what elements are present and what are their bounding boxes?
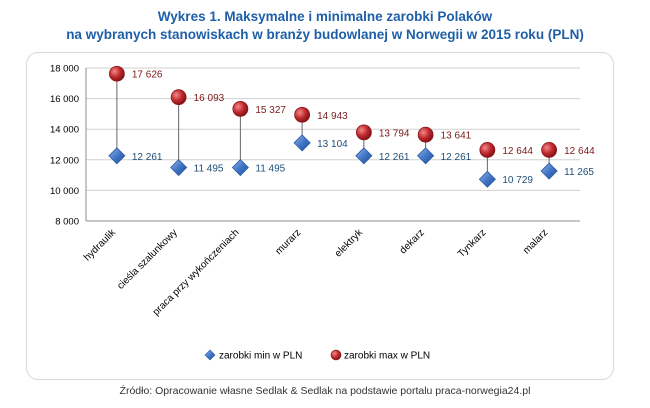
x-category-label: hydraulik [82,227,119,264]
min-point-marker [417,147,435,165]
min-point-marker [108,147,126,165]
min-data-label: 13 104 [317,139,348,150]
min-point-marker [231,158,249,177]
min-data-label: 11 495 [255,164,285,175]
x-category-label: dekarz [398,227,427,256]
y-tick-label: 18 000 [50,64,79,75]
legend-max-label: zarobki max w PLN [344,351,430,362]
y-tick-label: 10 000 [50,186,79,197]
max-data-label: 15 327 [255,105,286,116]
max-data-label: 12 644 [502,146,533,157]
max-point-marker [232,100,249,117]
y-tick-label: 14 000 [50,125,79,136]
max-point-marker [417,126,434,143]
legend-min-label: zarobki min w PLN [219,351,302,362]
y-tick-label: 8 000 [55,217,79,228]
min-data-label: 10 729 [502,175,533,186]
min-point-marker [293,134,311,152]
chart-title-line1: Wykres 1. Maksymalne i minimalne zarobki… [157,9,493,24]
max-point-marker [294,106,311,123]
max-data-label: 14 943 [317,111,348,122]
max-data-label: 13 641 [441,131,472,142]
max-data-label: 13 794 [379,128,410,139]
min-point-marker [355,147,373,165]
max-point-marker [170,89,187,106]
chart-frame [26,52,614,380]
max-point-marker [108,65,125,82]
y-tick-label: 12 000 [50,155,79,166]
min-data-label: 12 261 [441,152,472,163]
x-category-label: malarz [521,227,550,256]
x-category-label: murarz [273,227,303,257]
y-tick-label: 16 000 [50,94,79,105]
min-point-marker [540,162,558,180]
max-point-marker [355,124,372,141]
min-data-label: 11 495 [194,164,224,175]
max-data-label: 17 626 [132,70,163,81]
max-point-marker [479,142,496,158]
max-data-label: 12 644 [564,146,595,157]
x-category-label: cieśla szalunkowy [115,227,179,291]
min-point-marker [478,170,496,188]
x-category-label: elektryk [333,227,366,260]
legend-max-marker [330,349,342,361]
source-note: Źródło: Opracowanie własne Sedlak & Sedl… [119,385,531,397]
legend-min-marker [204,349,216,361]
x-category-label: Tynkarz [456,227,489,260]
max-point-marker [541,142,558,158]
min-data-label: 12 261 [379,152,410,163]
min-data-label: 11 265 [564,167,594,178]
min-data-label: 12 261 [132,152,163,163]
max-data-label: 16 093 [194,93,225,104]
chart-title-line2: na wybranych stanowiskach w branży budow… [66,27,584,42]
min-point-marker [170,158,188,177]
